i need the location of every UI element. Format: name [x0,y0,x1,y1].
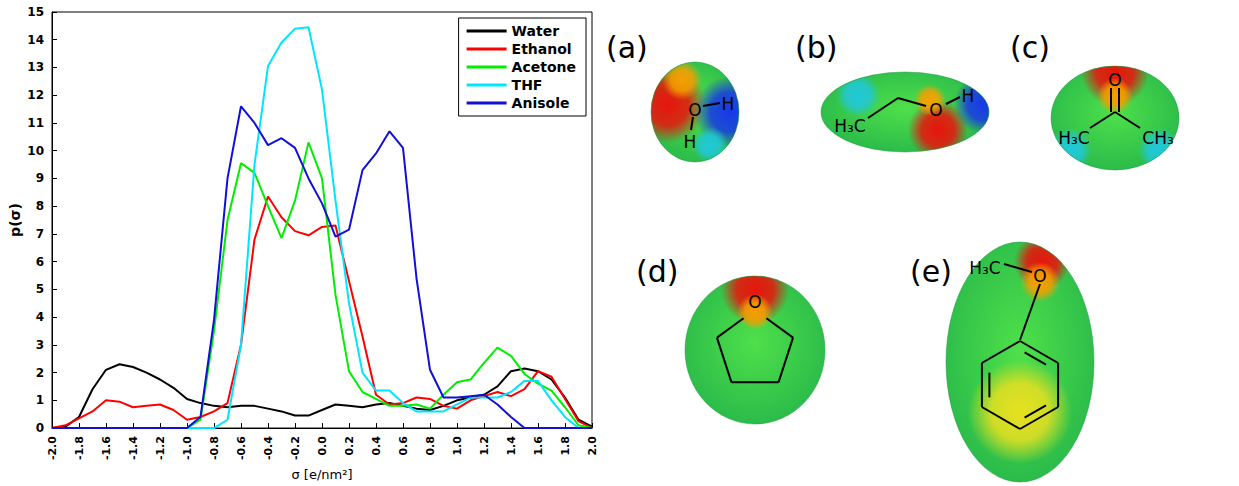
svg-text:Anisole: Anisole [512,95,570,111]
svg-text:3: 3 [36,338,44,352]
svg-text:1.6: 1.6 [532,436,545,456]
svg-text:Ethanol: Ethanol [512,41,572,57]
svg-text:Water: Water [512,23,560,39]
svg-text:(c): (c) [1010,30,1050,65]
svg-text:-0.4: -0.4 [262,436,275,460]
svg-text:H₃C: H₃C [1058,128,1089,148]
svg-text:H₃C: H₃C [969,258,1000,278]
svg-text:4: 4 [36,310,44,324]
svg-text:13: 13 [27,60,44,74]
svg-text:0.6: 0.6 [397,436,410,456]
svg-text:1.0: 1.0 [451,436,464,456]
svg-text:2: 2 [36,366,44,380]
svg-text:H: H [684,132,697,152]
svg-text:-0.6: -0.6 [235,436,248,460]
svg-text:11: 11 [27,116,44,130]
svg-text:CH₃: CH₃ [1142,128,1173,148]
svg-text:H: H [962,86,975,106]
svg-text:O: O [1033,266,1046,286]
svg-text:-1.4: -1.4 [127,436,140,460]
svg-text:2.0: 2.0 [586,436,599,456]
svg-text:0: 0 [36,421,44,435]
svg-text:9: 9 [36,171,44,185]
svg-text:THF: THF [512,77,543,93]
svg-text:O: O [688,100,701,120]
svg-text:5: 5 [36,282,44,296]
svg-text:(e): (e) [910,254,952,289]
svg-text:-1.0: -1.0 [181,436,194,460]
svg-text:-0.2: -0.2 [289,436,302,460]
svg-text:14: 14 [27,33,44,47]
svg-text:p(σ): p(σ) [7,203,23,237]
svg-text:0.0: 0.0 [316,436,329,456]
svg-text:O: O [1108,70,1121,90]
svg-text:6: 6 [36,255,44,269]
svg-text:(d): (d) [636,254,678,289]
svg-text:O: O [748,292,761,312]
svg-text:0.4: 0.4 [370,436,383,456]
svg-text:-1.8: -1.8 [73,436,86,460]
svg-text:8: 8 [36,199,44,213]
svg-text:(a): (a) [606,30,648,65]
svg-text:0.2: 0.2 [343,436,356,456]
svg-text:7: 7 [36,227,44,241]
svg-text:12: 12 [27,88,44,102]
svg-text:1: 1 [36,393,44,407]
svg-text:1.4: 1.4 [505,436,518,456]
svg-text:-0.8: -0.8 [208,436,221,460]
svg-text:-1.2: -1.2 [154,436,167,460]
svg-text:O: O [929,100,942,120]
svg-text:H₃C: H₃C [834,116,865,136]
svg-text:σ [e/nm²]: σ [e/nm²] [291,467,352,482]
svg-text:1.8: 1.8 [559,436,572,456]
svg-text:0.8: 0.8 [424,436,437,456]
svg-text:-1.6: -1.6 [100,436,113,460]
svg-text:-2.0: -2.0 [46,436,59,460]
svg-text:1.2: 1.2 [478,436,491,456]
svg-text:10: 10 [27,144,44,158]
svg-text:15: 15 [27,5,44,19]
svg-text:H: H [722,94,735,114]
svg-text:Acetone: Acetone [512,59,576,75]
svg-text:(b): (b) [795,30,837,65]
